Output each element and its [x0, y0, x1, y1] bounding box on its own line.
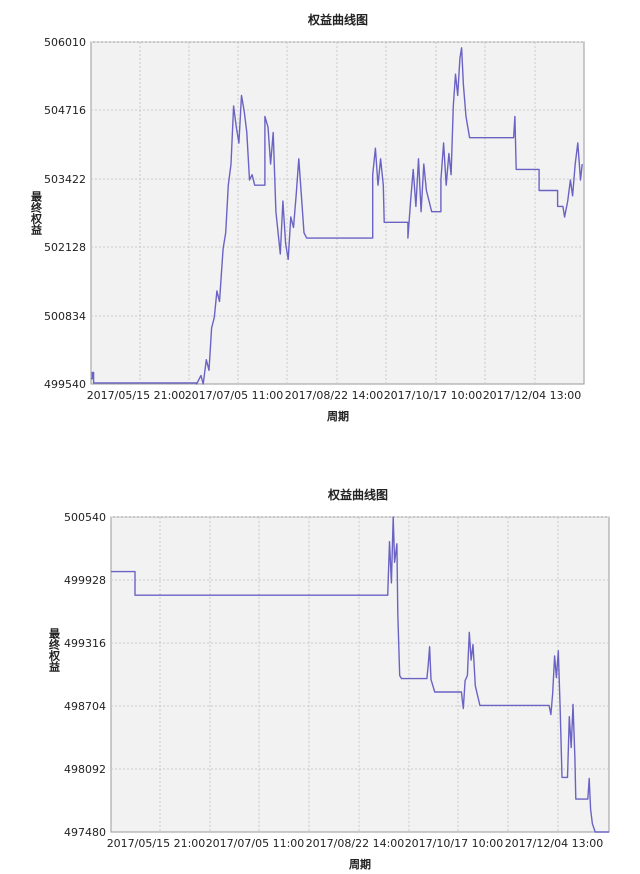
chart-title: 权益曲线图: [307, 12, 368, 27]
equity-line: [111, 516, 609, 833]
x-tick-label: 2017/08/22 14:00: [285, 389, 384, 402]
y-axis-label: 最终权益: [48, 628, 62, 672]
y-tick-label: 503422: [44, 173, 86, 186]
x-tick-label: 2017/10/17 10:00: [384, 389, 483, 402]
x-tick-label: 2017/08/22 14:00: [306, 837, 405, 850]
x-tick-label: 2017/05/15 21:00: [87, 389, 186, 402]
grid: [91, 41, 584, 384]
y-tick-label: 497480: [64, 826, 106, 839]
chart-2: 权益曲线图 500540 499928 499316 498704 498092…: [48, 487, 610, 871]
x-tick-label: 2017/12/04 13:00: [483, 389, 582, 402]
y-tick-label: 499928: [64, 574, 106, 587]
y-tick-label: 502128: [44, 241, 86, 254]
plot-area: [110, 516, 610, 833]
y-tick-label: 498092: [64, 763, 106, 776]
x-axis-label: 周期: [349, 857, 371, 871]
grid: [111, 516, 609, 832]
y-tick-label: 499540: [44, 378, 86, 391]
x-axis-label: 周期: [327, 409, 349, 423]
x-tick-label: 2017/07/05 11:00: [185, 389, 284, 402]
y-tick-label: 499316: [64, 637, 106, 650]
y-tick-label: 504716: [44, 104, 86, 117]
x-tick-label: 2017/10/17 10:00: [405, 837, 504, 850]
equity-line: [91, 47, 583, 385]
x-tick-label: 2017/05/15 21:00: [107, 837, 206, 850]
x-ticks: 2017/05/15 21:00 2017/07/05 11:00 2017/0…: [107, 837, 604, 850]
y-axis-label: 最终权益: [30, 191, 44, 235]
y-tick-label: 500834: [44, 310, 86, 323]
chart-title: 权益曲线图: [327, 487, 388, 502]
x-ticks: 2017/05/15 21:00 2017/07/05 11:00 2017/0…: [87, 389, 582, 402]
plot-area: [90, 41, 585, 385]
chart-1: 权益曲线图 506010 504716 503422 502128 500834…: [30, 12, 585, 423]
y-tick-label: 500540: [64, 511, 106, 524]
y-ticks: 506010 504716 503422 502128 500834 49954…: [44, 36, 86, 391]
x-tick-label: 2017/07/05 11:00: [206, 837, 305, 850]
y-tick-label: 506010: [44, 36, 86, 49]
y-tick-label: 498704: [64, 700, 106, 713]
x-tick-label: 2017/12/04 13:00: [505, 837, 604, 850]
y-ticks: 500540 499928 499316 498704 498092 49748…: [64, 511, 106, 839]
